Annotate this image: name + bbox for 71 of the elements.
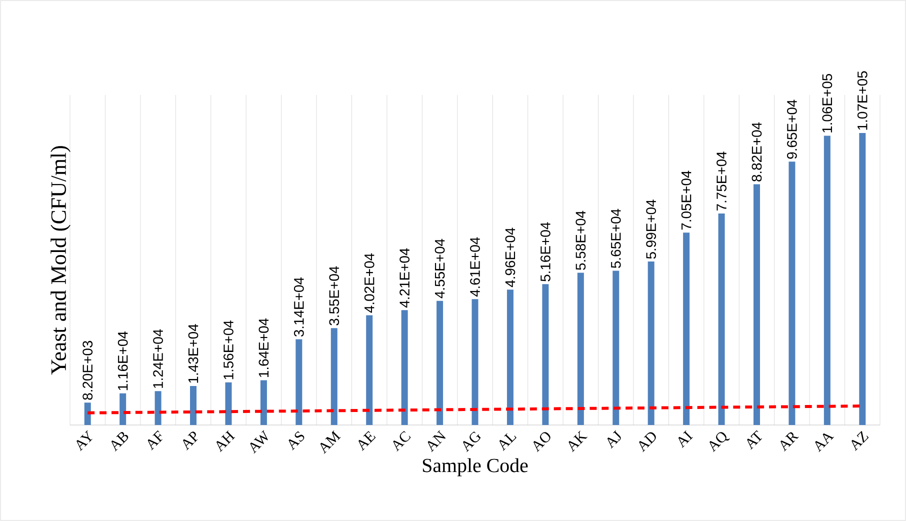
data-label: 5.99E+04: [646, 200, 656, 259]
bar: [577, 272, 584, 425]
x-tick-label: AO: [533, 432, 550, 452]
bar: [859, 132, 866, 425]
bar: [366, 315, 373, 425]
data-label: 8.20E+03: [82, 340, 93, 400]
data-label: 3.55E+04: [329, 266, 340, 326]
bar: [190, 386, 197, 425]
data-label: 1.24E+04: [153, 329, 163, 388]
x-tick-label: AG: [463, 431, 481, 452]
x-tick-label: AC: [393, 430, 411, 452]
data-label: 1.07E+05: [857, 71, 868, 130]
data-label: 1.56E+04: [224, 320, 234, 380]
data-label: 7.05E+04: [681, 170, 692, 230]
data-label: 1.16E+04: [118, 331, 128, 390]
bar: [506, 290, 514, 425]
data-label: 9.65E+04: [787, 100, 797, 159]
x-tick-label: AH: [216, 430, 236, 452]
x-tick-label: AL: [499, 433, 516, 451]
data-label: 1.64E+04: [258, 318, 269, 377]
data-label: 4.21E+04: [400, 248, 410, 308]
data-label: 4.55E+04: [434, 238, 445, 298]
bar: [401, 310, 408, 425]
bar: [754, 184, 760, 425]
bar: [718, 213, 725, 425]
bar: [436, 300, 444, 425]
data-label: 5.58E+04: [576, 210, 586, 270]
x-axis-title: Sample Code: [422, 458, 528, 476]
x-tick-label: AD: [639, 432, 656, 452]
x-tick-label: AF: [148, 430, 162, 450]
x-tick-label: AP: [183, 432, 198, 450]
bar: [296, 339, 302, 425]
x-tick-label: AN: [428, 430, 446, 452]
x-tick-label: AZ: [852, 430, 869, 451]
bar: [542, 284, 549, 425]
data-label: 1.06E+05: [822, 74, 832, 132]
data-label: 3.14E+04: [294, 277, 304, 337]
x-tick-label: AQ: [710, 432, 730, 452]
bar: [683, 232, 690, 425]
bar: [788, 162, 796, 425]
bar: [225, 382, 232, 425]
bar: [612, 270, 620, 425]
bar: [260, 380, 267, 425]
data-label: 5.65E+04: [610, 208, 621, 268]
x-tick-label: AM: [320, 430, 341, 454]
bar: [154, 391, 162, 425]
bar: [472, 299, 478, 425]
x-tick-label: AE: [358, 431, 376, 451]
x-tick-label: AJ: [607, 430, 621, 449]
x-tick-label: AS: [288, 431, 304, 450]
data-label: 7.75E+04: [716, 152, 726, 211]
x-tick-label: AA: [815, 433, 834, 452]
bar: [648, 262, 654, 425]
data-label: 4.96E+04: [505, 228, 516, 288]
x-tick-label: AI: [678, 430, 693, 448]
bar: [824, 136, 830, 425]
x-tick-label: AK: [568, 430, 588, 452]
x-tick-label: AB: [111, 432, 128, 452]
data-label: 1.43E+04: [188, 324, 198, 383]
x-tick-label: AY: [76, 430, 92, 452]
bar: [330, 328, 338, 425]
data-label: 5.16E+04: [540, 222, 550, 282]
bar: [84, 402, 91, 425]
data-label: 8.82E+04: [752, 122, 762, 182]
x-tick-label: AW: [250, 430, 268, 454]
data-label: 4.02E+04: [364, 253, 374, 313]
bar: [120, 393, 126, 425]
y-axis-title: Yeast and Mold (CFU/ml): [50, 146, 70, 375]
x-tick-label: AR: [780, 432, 799, 452]
data-label: 4.61E+04: [470, 237, 480, 297]
x-tick-label: AT: [747, 430, 762, 450]
